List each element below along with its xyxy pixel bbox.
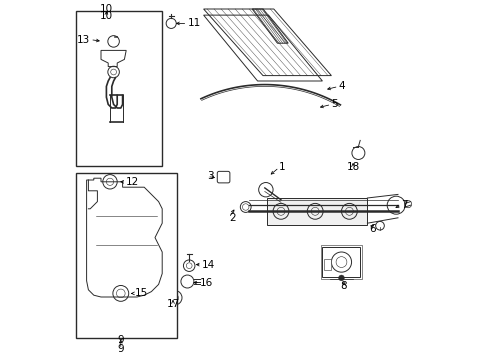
Text: 14: 14 <box>202 260 215 270</box>
Bar <box>322 247 360 277</box>
Text: 4: 4 <box>339 81 345 91</box>
Text: 7: 7 <box>402 200 408 210</box>
Bar <box>320 245 362 279</box>
Bar <box>76 173 176 338</box>
Text: 12: 12 <box>126 177 140 187</box>
Text: 17: 17 <box>167 299 180 309</box>
Text: 5: 5 <box>331 99 338 109</box>
Bar <box>76 11 162 166</box>
Text: 10: 10 <box>100 4 113 14</box>
Bar <box>324 259 331 270</box>
Text: 3: 3 <box>207 171 214 181</box>
Text: 18: 18 <box>346 162 360 172</box>
Bar <box>267 198 368 225</box>
Text: 15: 15 <box>135 288 148 298</box>
Text: 2: 2 <box>229 213 235 223</box>
Text: 6: 6 <box>369 224 376 234</box>
Text: 16: 16 <box>200 278 213 288</box>
Text: 1: 1 <box>279 162 286 172</box>
Text: 11: 11 <box>187 18 200 28</box>
Text: 9: 9 <box>118 344 124 354</box>
Text: 13: 13 <box>77 35 90 45</box>
Text: 8: 8 <box>341 281 347 291</box>
Circle shape <box>339 275 344 281</box>
FancyBboxPatch shape <box>217 171 230 183</box>
Text: 9: 9 <box>118 335 124 345</box>
Text: 10: 10 <box>100 11 113 21</box>
